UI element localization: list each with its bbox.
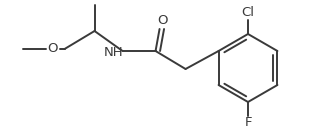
Text: NH: NH [104,47,123,60]
Text: Cl: Cl [241,7,254,19]
Text: F: F [244,117,252,129]
Text: O: O [157,15,168,27]
Text: O: O [47,42,58,55]
